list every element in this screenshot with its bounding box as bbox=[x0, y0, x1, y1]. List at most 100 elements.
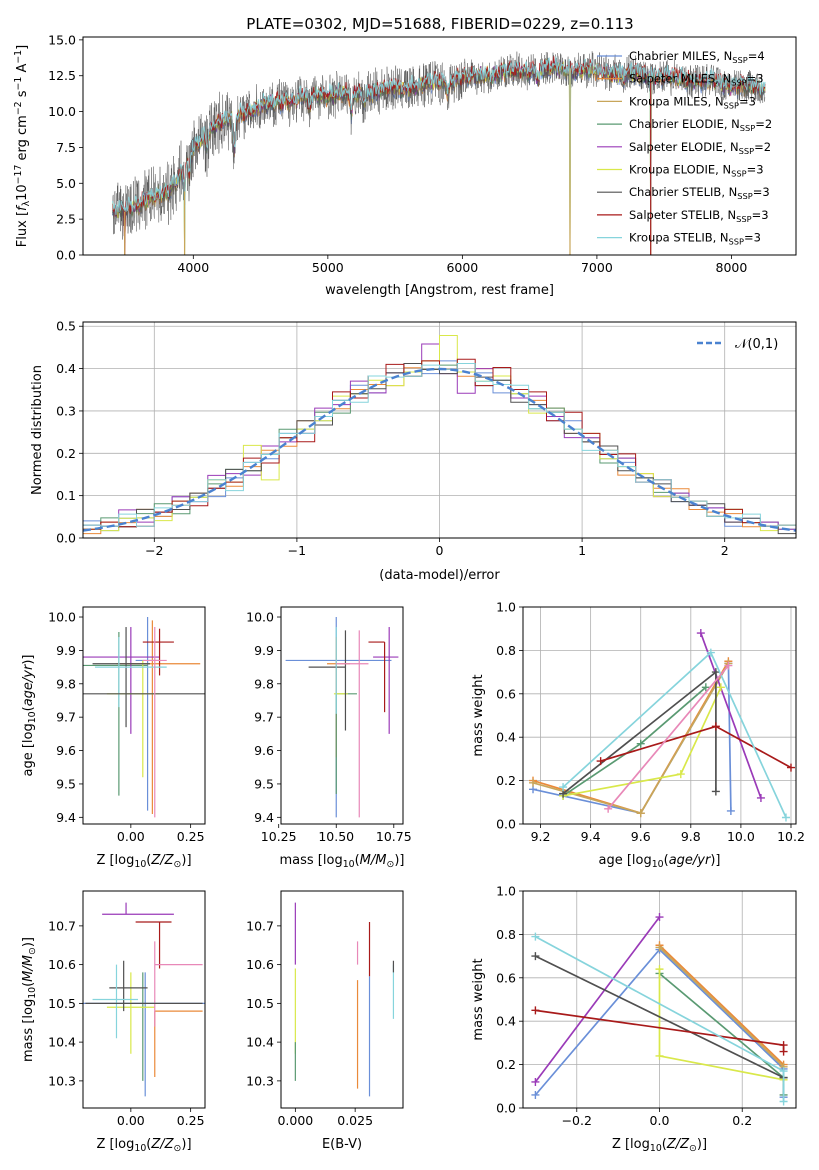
y-tick-label: 7.5 bbox=[56, 140, 76, 155]
plus-marker bbox=[531, 952, 540, 961]
y-tick-label: 9.6 bbox=[254, 743, 274, 758]
plus-marker bbox=[711, 787, 720, 796]
x-tick-label: 0.000 bbox=[277, 1113, 313, 1128]
gaussian-curve bbox=[83, 367, 796, 532]
legend-label: Chabrier STELIB, NSSP=3 bbox=[629, 185, 770, 201]
plus-marker bbox=[711, 722, 720, 731]
mass-weight-line bbox=[658, 944, 785, 1066]
y-tick-label: 10.0 bbox=[48, 610, 76, 625]
y-tick-label: 0.8 bbox=[496, 643, 516, 658]
errorbar-plot-area bbox=[294, 902, 395, 1097]
x-tick-label: 9.4 bbox=[581, 829, 601, 844]
plus-marker bbox=[696, 629, 705, 638]
y-tick-label: 10.7 bbox=[48, 918, 76, 933]
x-axis-label: age [log10(age/yr)] bbox=[598, 853, 720, 870]
mass-weight-line bbox=[535, 955, 784, 1079]
x-axis-label: Z [log10(Z/Z⊙)] bbox=[96, 853, 191, 870]
plus-marker bbox=[531, 1006, 540, 1015]
legend-label: Salpeter STELIB, NSSP=3 bbox=[629, 208, 769, 224]
y-tick-label: 0.4 bbox=[496, 730, 516, 745]
plus-marker bbox=[655, 965, 664, 974]
y-tick-label: 0.0 bbox=[56, 248, 76, 263]
legend-label: Kroupa ELODIE, NSSP=3 bbox=[629, 163, 764, 179]
errorbar-plot-area bbox=[83, 617, 205, 818]
plus-marker bbox=[636, 809, 645, 818]
x-tick-label: 10.0 bbox=[727, 829, 755, 844]
plus-marker bbox=[701, 683, 710, 692]
legend-label: 𝒩(0,1) bbox=[735, 337, 778, 352]
x-tick-label: 0.2 bbox=[732, 1113, 752, 1128]
plus-marker bbox=[559, 783, 568, 792]
legend-label: Chabrier MILES, NSSP=4 bbox=[629, 49, 765, 65]
plus-marker bbox=[711, 668, 720, 677]
mass-weight-line bbox=[534, 916, 661, 1083]
y-tick-label: 0.2 bbox=[496, 1057, 516, 1072]
x-axis-label: Z [log10(Z/Z⊙)] bbox=[612, 1137, 707, 1154]
histogram-plot-area bbox=[83, 335, 796, 535]
y-tick-label: 0.2 bbox=[56, 446, 76, 461]
y-tick-label: 10.0 bbox=[48, 104, 76, 119]
plus-marker bbox=[706, 648, 715, 657]
errorbar-panel-5: 0.00 0.25 10.3 10.4 10.5 10.6 10.7 Z [log10(Z/Z… bbox=[21, 890, 206, 1154]
y-tick-label: 0.0 bbox=[496, 817, 516, 832]
x-tick-label: 0.25 bbox=[177, 829, 205, 844]
x-tick-label: 6000 bbox=[446, 260, 478, 275]
x-tick-label: 2 bbox=[721, 543, 729, 558]
x-tick-label: 0 bbox=[436, 543, 444, 558]
plus-marker bbox=[531, 1090, 540, 1099]
plus-marker bbox=[781, 813, 790, 822]
x-tick-label: −0.2 bbox=[562, 1113, 592, 1128]
y-tick-label: 9.5 bbox=[254, 776, 274, 791]
mass-weight-plot-area bbox=[531, 913, 788, 1106]
mass-weight-plot-area bbox=[529, 629, 795, 822]
errorbar-panel-2: 0.00 0.25 9.4 9.5 9.6 9.7 9.8 9.9 10.0 Z [log10(Z… bbox=[21, 606, 206, 870]
x-tick-label: 10.2 bbox=[777, 829, 805, 844]
plus-marker bbox=[716, 683, 725, 692]
y-tick-label: 10.7 bbox=[246, 918, 274, 933]
x-tick-label: 0.25 bbox=[177, 1113, 205, 1128]
y-tick-label: 0.0 bbox=[496, 1101, 516, 1116]
y-tick-label: 10.4 bbox=[48, 1035, 76, 1050]
plus-marker bbox=[636, 739, 645, 748]
spectrum-plot-area bbox=[112, 51, 766, 255]
plus-marker bbox=[531, 1077, 540, 1086]
x-tick-label: 0.00 bbox=[117, 1113, 145, 1128]
y-tick-label: 1.0 bbox=[496, 884, 516, 899]
figure-title: PLATE=0302, MJD=51688, FIBERID=0229, z=0… bbox=[246, 15, 633, 33]
errorbar-plot-area bbox=[83, 902, 205, 1097]
y-tick-label: 9.7 bbox=[254, 710, 274, 725]
plus-marker bbox=[529, 778, 538, 787]
y-tick-label: 9.7 bbox=[56, 710, 76, 725]
x-tick-label: 9.8 bbox=[681, 829, 701, 844]
y-tick-label: 5.0 bbox=[56, 176, 76, 191]
y-tick-label: 9.6 bbox=[56, 743, 76, 758]
spectrum-legend: Chabrier MILES, NSSP=4 Salpeter MILES, NS… bbox=[597, 49, 772, 247]
y-tick-label: 9.4 bbox=[254, 810, 274, 825]
x-tick-label: 9.6 bbox=[631, 829, 651, 844]
axes-frame bbox=[280, 606, 404, 825]
x-tick-label: 8000 bbox=[716, 260, 748, 275]
x-tick-label: 10.50 bbox=[318, 829, 354, 844]
y-tick-label: 10.3 bbox=[246, 1073, 274, 1088]
y-tick-label: 0.2 bbox=[496, 773, 516, 788]
x-tick-label: 10.25 bbox=[261, 829, 297, 844]
mass-weight-line bbox=[658, 946, 785, 1068]
errorbar-panel-3: 10.25 10.50 10.75 9.4 9.5 9.6 9.7 9.8 9.9 10.0 mas… bbox=[246, 606, 412, 870]
y-tick-label: 10.3 bbox=[48, 1073, 76, 1088]
y-tick-label: 1.0 bbox=[496, 600, 516, 615]
y-axis-label: mass [log10(M/M⊙)] bbox=[21, 937, 38, 1062]
y-axis-label: Normed distribution bbox=[30, 365, 45, 495]
y-tick-label: 10.4 bbox=[246, 1035, 274, 1050]
mass-weight-line bbox=[700, 632, 762, 799]
y-tick-label: 10.6 bbox=[246, 957, 274, 972]
plus-marker bbox=[596, 757, 605, 766]
axes-frame bbox=[82, 36, 797, 256]
legend-label: Kroupa MILES, NSSP=3 bbox=[629, 94, 756, 110]
y-tick-label: 9.8 bbox=[56, 676, 76, 691]
legend-label: Chabrier ELODIE, NSSP=2 bbox=[629, 117, 772, 133]
mass-weight-line bbox=[607, 665, 730, 810]
errorbar-panel-6: 0.000 0.025 10.3 10.4 10.5 10.6 10.7 E(B-V) bbox=[246, 890, 404, 1152]
x-tick-label: 9.2 bbox=[531, 829, 551, 844]
x-tick-label: 5000 bbox=[312, 260, 344, 275]
y-axis-label: mass weight bbox=[471, 674, 486, 756]
